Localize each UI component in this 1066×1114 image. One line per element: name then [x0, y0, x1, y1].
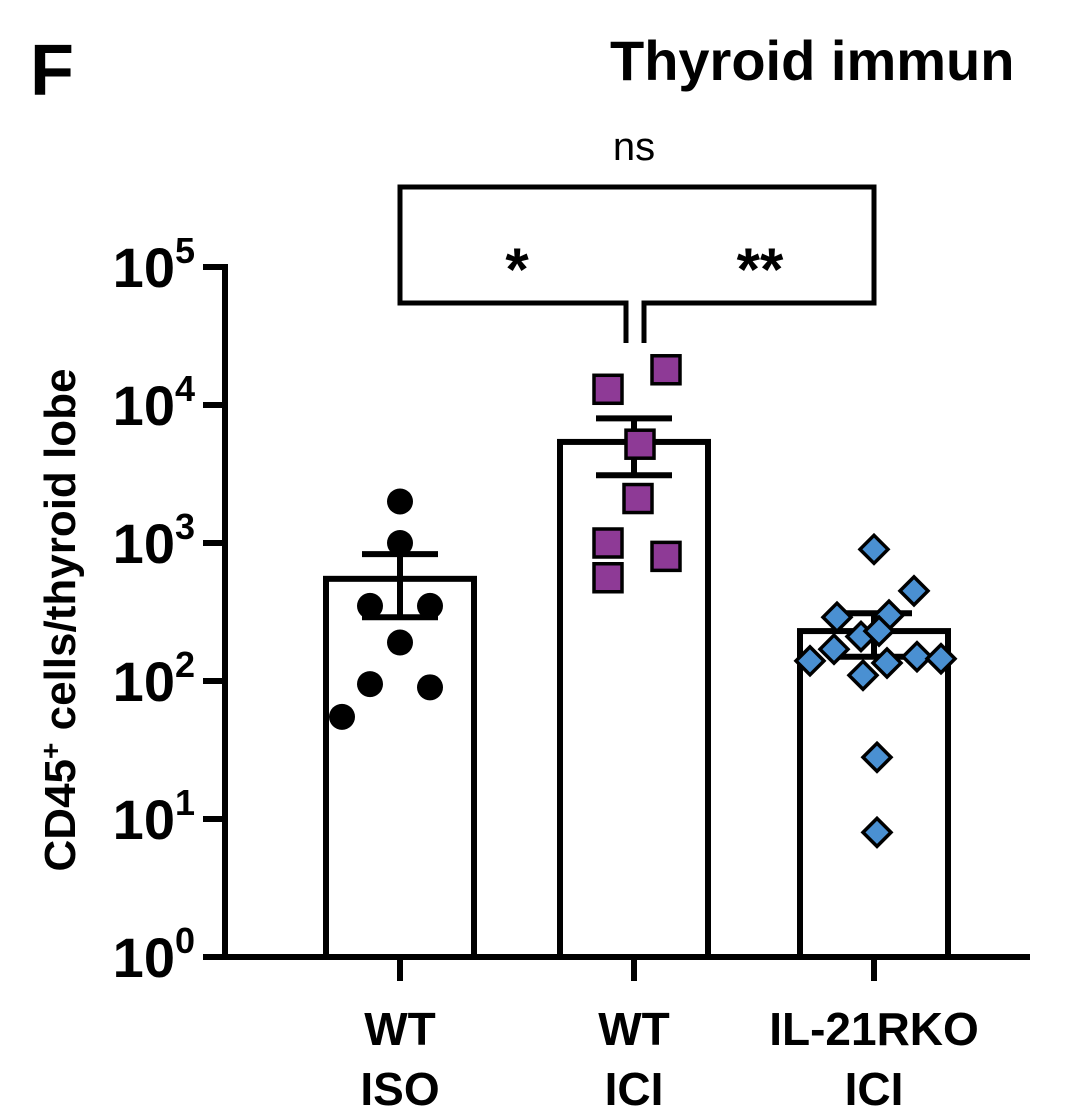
- x-label-line2-2: ICI: [845, 1063, 904, 1114]
- labels-layer: WT ISO WT ICI IL-21RKO ICI: [360, 1003, 978, 1114]
- significance-label-2: **: [737, 236, 784, 303]
- bar-2: [797, 628, 951, 960]
- x-label-line1-0: WT: [364, 1003, 436, 1055]
- y-tick-label-base-0: 10: [113, 926, 175, 989]
- data-point-2-9: [924, 642, 958, 676]
- y-tick-label-base-4: 10: [113, 374, 175, 437]
- data-point-2-8: [793, 644, 827, 678]
- significance-label-1: *: [505, 236, 529, 303]
- y-tick-label-exp-1: 1: [175, 782, 195, 823]
- y-tick-label-2: 102: [113, 644, 195, 713]
- data-point-2-5: [862, 614, 896, 648]
- y-axis-label-sup: +: [35, 743, 66, 759]
- y-tick-label-exp-3: 3: [175, 506, 195, 547]
- y-tick-label-base-1: 10: [113, 788, 175, 851]
- bar-1: [557, 438, 711, 960]
- data-point-1-3: [622, 482, 654, 515]
- data-point-2-0: [857, 532, 891, 566]
- y-tick-label-exp-0: 0: [175, 920, 195, 961]
- y-tick-label-exp-2: 2: [175, 644, 195, 685]
- bars-layer: [323, 438, 951, 960]
- data-point-0-7: [329, 703, 355, 730]
- x-label-line1-1: WT: [598, 1003, 670, 1055]
- y-axis-label-main: CD45: [36, 759, 85, 872]
- data-point-0-6: [417, 674, 443, 701]
- data-point-2-12: [860, 740, 894, 774]
- data-point-0-5: [357, 671, 383, 698]
- data-point-0-0: [387, 488, 413, 515]
- chart-title: Thyroid immun: [610, 29, 1014, 92]
- data-point-2-11: [846, 658, 880, 692]
- y-tick-label-4: 104: [113, 368, 195, 437]
- data-point-0-3: [417, 592, 443, 619]
- y-tick-label-base-2: 10: [113, 650, 175, 713]
- y-tick-label-exp-5: 5: [175, 230, 195, 271]
- data-point-2-13: [860, 815, 894, 849]
- y-tick-label-exp-4: 4: [175, 368, 195, 409]
- y-tick-label-base-3: 10: [113, 512, 175, 575]
- data-point-2-10: [870, 646, 904, 680]
- y-tick-label-base-5: 10: [113, 236, 175, 299]
- data-point-1-2: [624, 428, 656, 460]
- panel-label: F: [30, 31, 74, 111]
- data-point-0-2: [357, 592, 383, 619]
- data-point-0-4: [387, 629, 413, 656]
- significance-bracket-2: [641, 268, 877, 343]
- data-point-1-4: [592, 527, 624, 559]
- significance-layer: ns* **: [397, 125, 877, 343]
- x-label-line1-2: IL-21RKO: [769, 1003, 979, 1055]
- y-axis-label-rest: cells/thyroid lobe: [36, 369, 85, 743]
- data-point-1-1: [592, 373, 624, 406]
- y-tick-label-3: 103: [113, 506, 195, 575]
- points-layer: [329, 354, 958, 849]
- significance-bracket-0: [397, 184, 877, 271]
- y-tick-label-1: 101: [113, 782, 195, 851]
- data-point-2-3: [820, 600, 854, 634]
- data-point-1-0: [650, 354, 682, 386]
- data-point-2-7: [900, 640, 934, 674]
- data-point-1-6: [592, 562, 624, 594]
- significance-label-0: ns: [613, 125, 655, 169]
- y-tick-label-5: 105: [113, 230, 195, 299]
- data-point-2-1: [897, 574, 931, 608]
- y-tick-label-0: 100: [113, 920, 195, 989]
- data-point-1-5: [650, 540, 682, 573]
- x-label-line2-1: ICI: [605, 1063, 664, 1114]
- y-axis-label: CD45+ cells/thyroid lobe: [35, 369, 86, 872]
- significance-bracket-1: [397, 268, 629, 343]
- x-label-line2-0: ISO: [360, 1063, 439, 1114]
- data-point-0-1: [387, 530, 413, 556]
- data-point-2-6: [817, 632, 851, 666]
